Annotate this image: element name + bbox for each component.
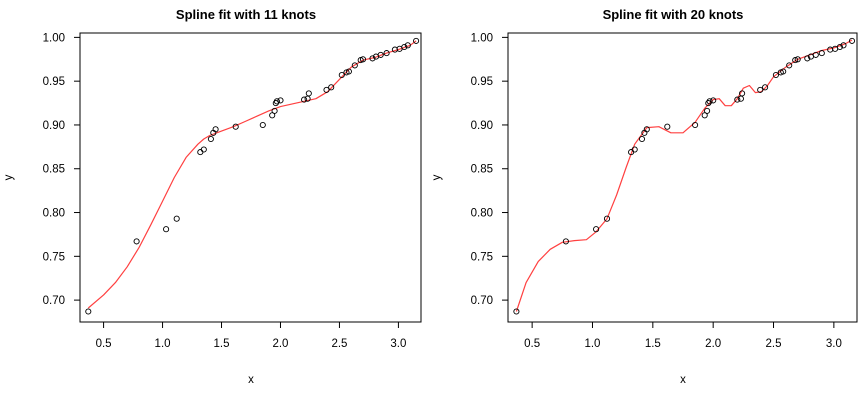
data-point — [401, 43, 408, 51]
data-point — [786, 62, 793, 69]
data-point — [271, 107, 278, 114]
data-point — [762, 84, 769, 91]
y-tick-label: 0.75 — [43, 251, 65, 263]
data-point — [734, 96, 741, 103]
data-point — [383, 50, 390, 57]
data-point — [232, 123, 239, 130]
data-point — [85, 308, 92, 315]
data-point — [404, 42, 411, 49]
data-point — [840, 42, 847, 49]
data-point — [710, 97, 717, 104]
data-point — [338, 71, 345, 79]
data-point — [273, 98, 280, 105]
spline-fit-line — [87, 40, 417, 309]
y-tick-label: 0.90 — [471, 120, 493, 132]
data-point — [836, 43, 843, 51]
y-tick-label: 0.70 — [471, 295, 493, 307]
data-point — [323, 86, 330, 93]
x-tick-label: 2.5 — [331, 338, 347, 350]
data-point — [848, 37, 856, 44]
y-tick-label: 1.00 — [471, 32, 493, 44]
x-tick-label: 1.0 — [155, 338, 171, 350]
data-point — [369, 55, 376, 62]
data-point — [739, 90, 746, 97]
x-axis-label: x — [248, 374, 254, 386]
y-tick-label: 0.85 — [471, 164, 493, 176]
data-point — [328, 84, 335, 91]
data-point — [638, 135, 646, 143]
chart-title: Spline fit with 20 knots — [603, 7, 744, 22]
data-point — [133, 238, 140, 245]
data-point — [212, 126, 219, 133]
plot-frame — [507, 32, 858, 323]
spline-fit-line — [515, 39, 853, 312]
data-point — [305, 90, 312, 97]
x-tick-label: 3.0 — [390, 338, 406, 350]
y-tick-label: 0.80 — [43, 208, 65, 220]
y-tick-label: 1.00 — [43, 32, 65, 44]
data-point — [200, 146, 207, 153]
data-point — [804, 55, 811, 62]
plot-frame — [79, 32, 422, 323]
data-point — [792, 57, 799, 64]
chart-title: Spline fit with 11 knots — [176, 7, 316, 22]
data-point — [706, 98, 713, 105]
y-tick-label: 0.90 — [43, 120, 65, 132]
data-point — [163, 226, 170, 233]
data-point — [593, 226, 600, 233]
y-tick-label: 0.75 — [471, 251, 493, 263]
y-tick-label: 0.70 — [43, 295, 65, 307]
y-tick-label: 0.85 — [43, 164, 65, 176]
data-point — [737, 95, 744, 102]
x-tick-label: 0.5 — [524, 338, 540, 350]
data-point — [643, 126, 650, 133]
data-point — [794, 56, 801, 63]
data-point — [359, 56, 367, 63]
data-point — [812, 51, 819, 58]
data-point — [173, 215, 180, 222]
chart-panel-1: Spline fit with 11 knots 0.5 1.0 1.5 2.0 2.5 3… — [3, 7, 422, 386]
x-axis-label: x — [680, 374, 686, 386]
data-point — [704, 107, 711, 114]
data-point — [207, 135, 214, 143]
data-point — [197, 149, 204, 156]
data-point — [277, 97, 284, 104]
data-point — [259, 121, 266, 129]
y-tick-label: 0.80 — [471, 208, 493, 220]
data-point — [631, 146, 638, 153]
x-tick-label: 0.5 — [96, 338, 112, 350]
data-point — [818, 50, 825, 57]
x-tick-label: 2.5 — [766, 338, 782, 350]
data-point — [377, 51, 384, 58]
x-tick-label: 2.0 — [272, 338, 288, 350]
data-point — [705, 100, 712, 107]
data-point — [603, 215, 611, 222]
data-point — [562, 238, 569, 245]
data-point — [345, 68, 352, 75]
data-point — [780, 68, 787, 75]
data-point — [513, 308, 520, 315]
x-tick-label: 3.0 — [826, 338, 842, 350]
data-point — [351, 62, 358, 69]
x-tick-label: 1.5 — [645, 338, 661, 350]
x-tick-label: 2.0 — [705, 338, 721, 350]
y-axis-label: y — [3, 174, 15, 180]
y-tick-label: 0.95 — [471, 76, 493, 88]
y-tick-label: 0.95 — [43, 76, 65, 88]
data-point — [413, 37, 420, 44]
data-point — [301, 96, 308, 103]
data-point — [772, 71, 779, 79]
x-tick-label: 1.5 — [214, 338, 230, 350]
data-point — [757, 86, 764, 93]
y-axis-label: y — [431, 174, 443, 180]
data-point — [692, 121, 699, 129]
data-point — [664, 123, 671, 130]
x-tick-label: 1.0 — [584, 338, 600, 350]
chart-panel-2: Spline fit with 20 knots 0.5 1.0 1.5 2.0 2.5 3… — [431, 7, 858, 386]
